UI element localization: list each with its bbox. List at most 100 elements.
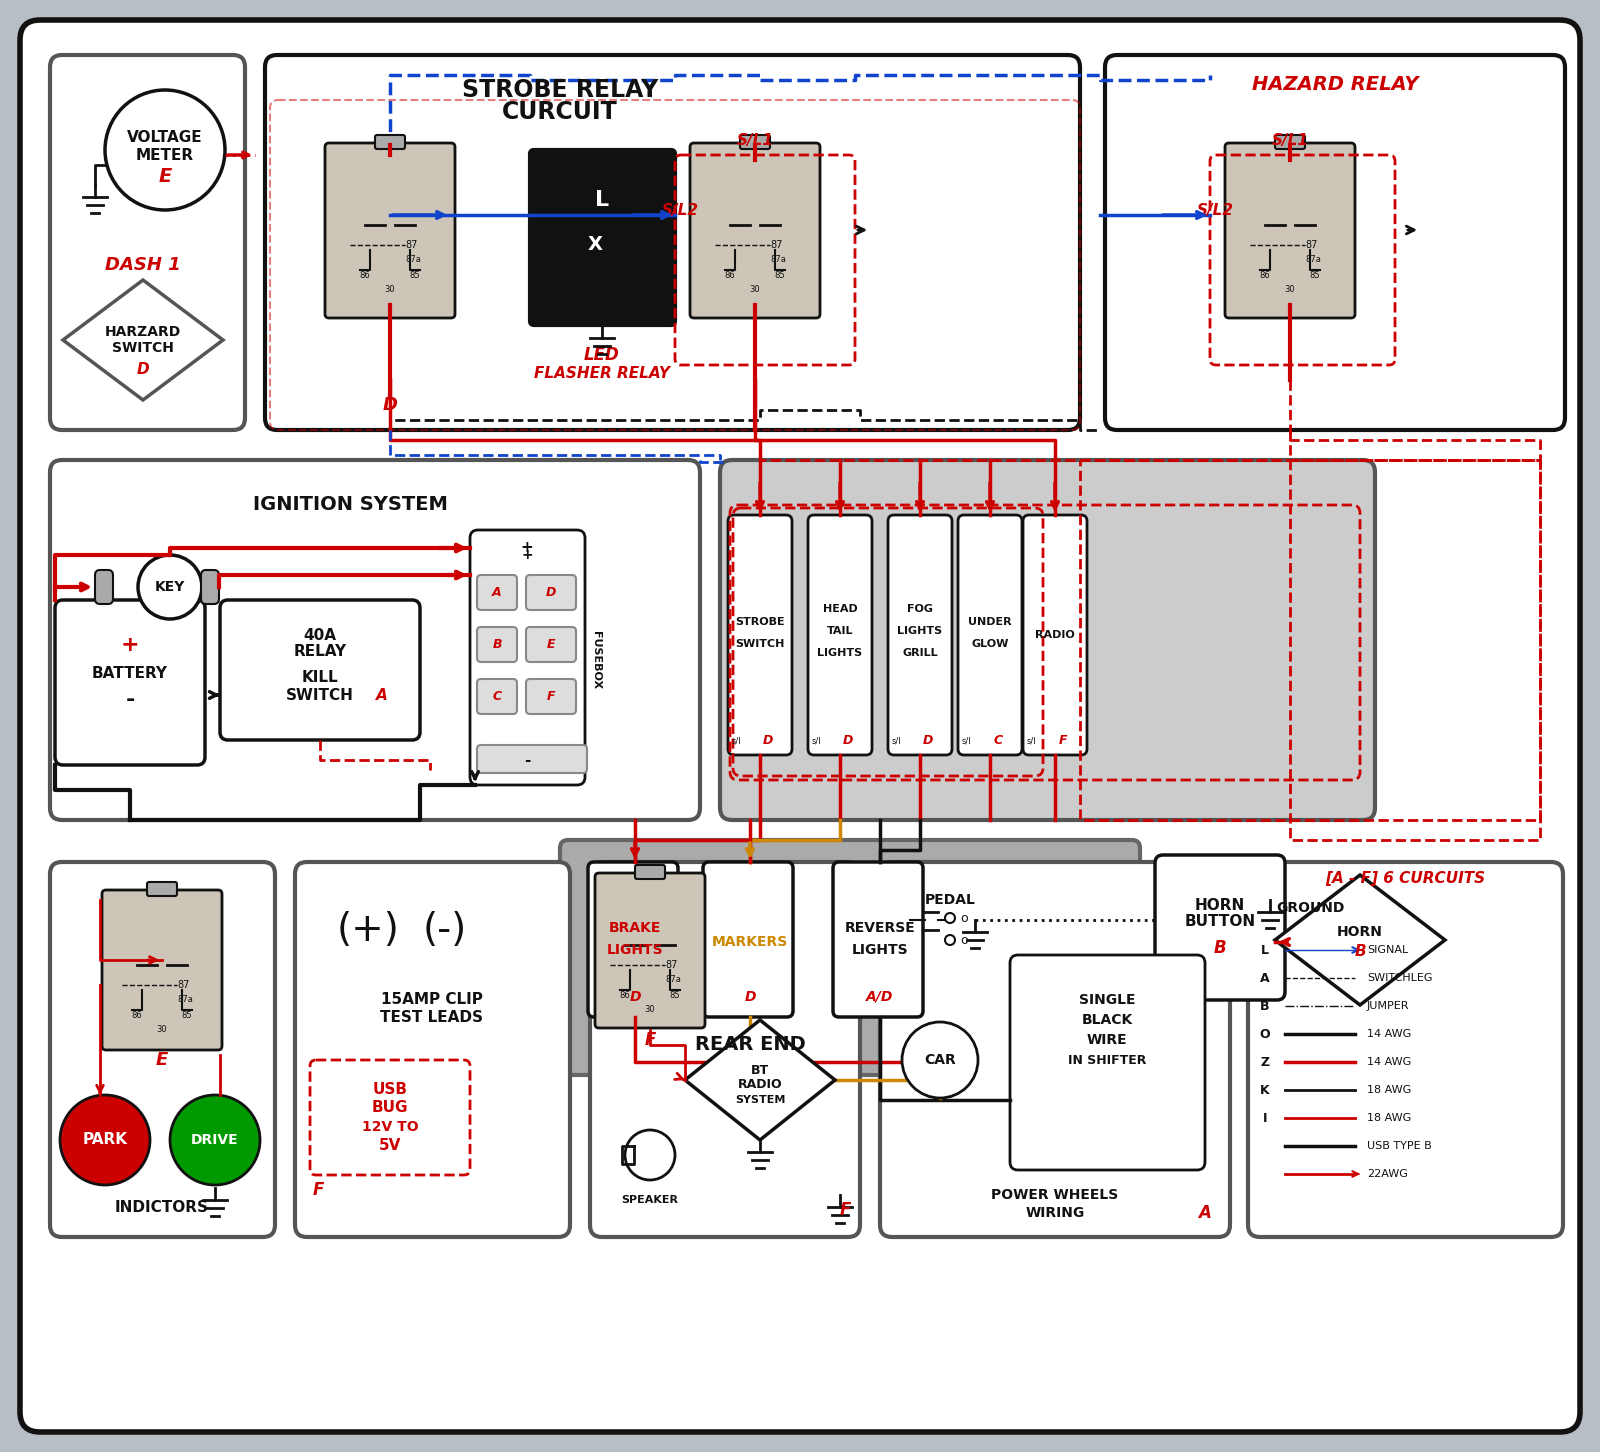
Text: SINGLE: SINGLE (1078, 993, 1136, 1008)
FancyBboxPatch shape (325, 142, 454, 318)
Text: RADIO: RADIO (738, 1079, 782, 1092)
Circle shape (170, 1095, 259, 1185)
Text: UNDER: UNDER (968, 617, 1011, 627)
Text: E: E (158, 167, 171, 186)
Text: SPEAKER: SPEAKER (621, 1195, 678, 1205)
Text: B: B (1354, 944, 1366, 960)
Text: B: B (493, 637, 502, 650)
Text: REAR END: REAR END (694, 1035, 805, 1054)
Text: +: + (520, 540, 533, 556)
Text: POWER WHEELS: POWER WHEELS (992, 1188, 1118, 1202)
FancyBboxPatch shape (477, 575, 517, 610)
Text: F: F (1059, 735, 1067, 748)
Text: 85: 85 (670, 990, 680, 999)
Text: GROUND: GROUND (1275, 902, 1344, 915)
Text: LIGHTS: LIGHTS (818, 648, 862, 658)
Text: B: B (1214, 939, 1226, 957)
Text: s/l: s/l (1026, 736, 1035, 745)
Text: o: o (960, 912, 968, 925)
Text: 12V TO: 12V TO (362, 1119, 418, 1134)
FancyBboxPatch shape (1275, 135, 1306, 150)
Text: 5V: 5V (379, 1138, 402, 1153)
Text: TEST LEADS: TEST LEADS (381, 1011, 483, 1025)
FancyBboxPatch shape (958, 515, 1022, 755)
Polygon shape (685, 1019, 835, 1140)
Text: SYSTEM: SYSTEM (734, 1095, 786, 1105)
Circle shape (946, 913, 955, 923)
Text: S/L1: S/L1 (736, 132, 773, 148)
Text: SWITCHLEG: SWITCHLEG (1366, 973, 1432, 983)
FancyBboxPatch shape (526, 575, 576, 610)
FancyBboxPatch shape (635, 865, 666, 878)
Text: KILL: KILL (302, 671, 338, 685)
Text: DASH 1: DASH 1 (106, 256, 181, 274)
FancyBboxPatch shape (1010, 955, 1205, 1170)
Text: 87: 87 (405, 240, 418, 250)
Text: LIGHTS: LIGHTS (606, 942, 664, 957)
FancyBboxPatch shape (50, 862, 275, 1237)
Text: 87: 87 (1306, 240, 1317, 250)
Text: (-): (-) (422, 910, 467, 950)
Text: HORN: HORN (1195, 897, 1245, 912)
Text: D: D (546, 585, 557, 598)
FancyBboxPatch shape (94, 571, 114, 604)
FancyBboxPatch shape (294, 862, 570, 1237)
FancyBboxPatch shape (834, 862, 923, 1016)
FancyBboxPatch shape (720, 460, 1374, 820)
FancyBboxPatch shape (702, 862, 794, 1016)
Text: 85: 85 (774, 270, 786, 279)
Circle shape (106, 90, 226, 211)
Text: 86: 86 (131, 1011, 142, 1019)
Text: HORN: HORN (1338, 925, 1382, 939)
Text: D: D (763, 735, 773, 748)
Text: Z: Z (1261, 1056, 1269, 1069)
Text: O: O (1259, 1028, 1270, 1041)
Text: METER: METER (136, 148, 194, 164)
Text: E: E (155, 1051, 168, 1069)
Text: 30: 30 (645, 1005, 656, 1015)
Text: IGNITION SYSTEM: IGNITION SYSTEM (253, 495, 448, 514)
Text: USB TYPE B: USB TYPE B (1366, 1141, 1432, 1151)
Text: X: X (587, 235, 603, 254)
FancyBboxPatch shape (1248, 862, 1563, 1237)
Text: I: I (1262, 1111, 1267, 1124)
FancyBboxPatch shape (102, 890, 222, 1050)
Text: 30: 30 (384, 286, 395, 295)
FancyBboxPatch shape (560, 841, 1139, 1074)
FancyBboxPatch shape (50, 55, 245, 430)
Text: o: o (960, 934, 968, 947)
Text: C: C (994, 735, 1003, 748)
Text: 87a: 87a (770, 256, 786, 264)
Text: 86: 86 (619, 990, 630, 999)
Text: GLOW: GLOW (971, 639, 1008, 649)
Text: WIRING: WIRING (1026, 1207, 1085, 1220)
Text: F: F (312, 1180, 323, 1199)
Circle shape (626, 1130, 675, 1180)
FancyBboxPatch shape (1155, 855, 1285, 1000)
Text: JUMPER: JUMPER (1366, 1000, 1410, 1011)
Circle shape (902, 1022, 978, 1098)
Text: STROBE: STROBE (734, 617, 786, 627)
Text: 85: 85 (1310, 270, 1320, 279)
Text: -: - (125, 690, 134, 710)
Text: RELAY: RELAY (293, 645, 347, 659)
Text: S/L1: S/L1 (1272, 132, 1309, 148)
Text: D: D (629, 990, 640, 1003)
Text: HEAD: HEAD (822, 604, 858, 614)
FancyBboxPatch shape (221, 600, 419, 741)
Text: s/l: s/l (962, 736, 971, 745)
Text: PARK: PARK (83, 1133, 128, 1147)
Text: BUTTON: BUTTON (1184, 915, 1256, 929)
Text: HAZARD RELAY: HAZARD RELAY (1251, 76, 1418, 94)
Text: 87a: 87a (666, 976, 682, 984)
Text: 40A: 40A (304, 627, 336, 642)
Text: 87: 87 (666, 960, 677, 970)
Text: LIGHTS: LIGHTS (898, 626, 942, 636)
FancyBboxPatch shape (880, 862, 1230, 1237)
Text: BUG: BUG (371, 1101, 408, 1115)
Text: TAIL: TAIL (827, 626, 853, 636)
FancyBboxPatch shape (477, 627, 517, 662)
FancyBboxPatch shape (589, 862, 678, 1016)
Text: 30: 30 (1285, 286, 1296, 295)
FancyBboxPatch shape (477, 680, 517, 714)
